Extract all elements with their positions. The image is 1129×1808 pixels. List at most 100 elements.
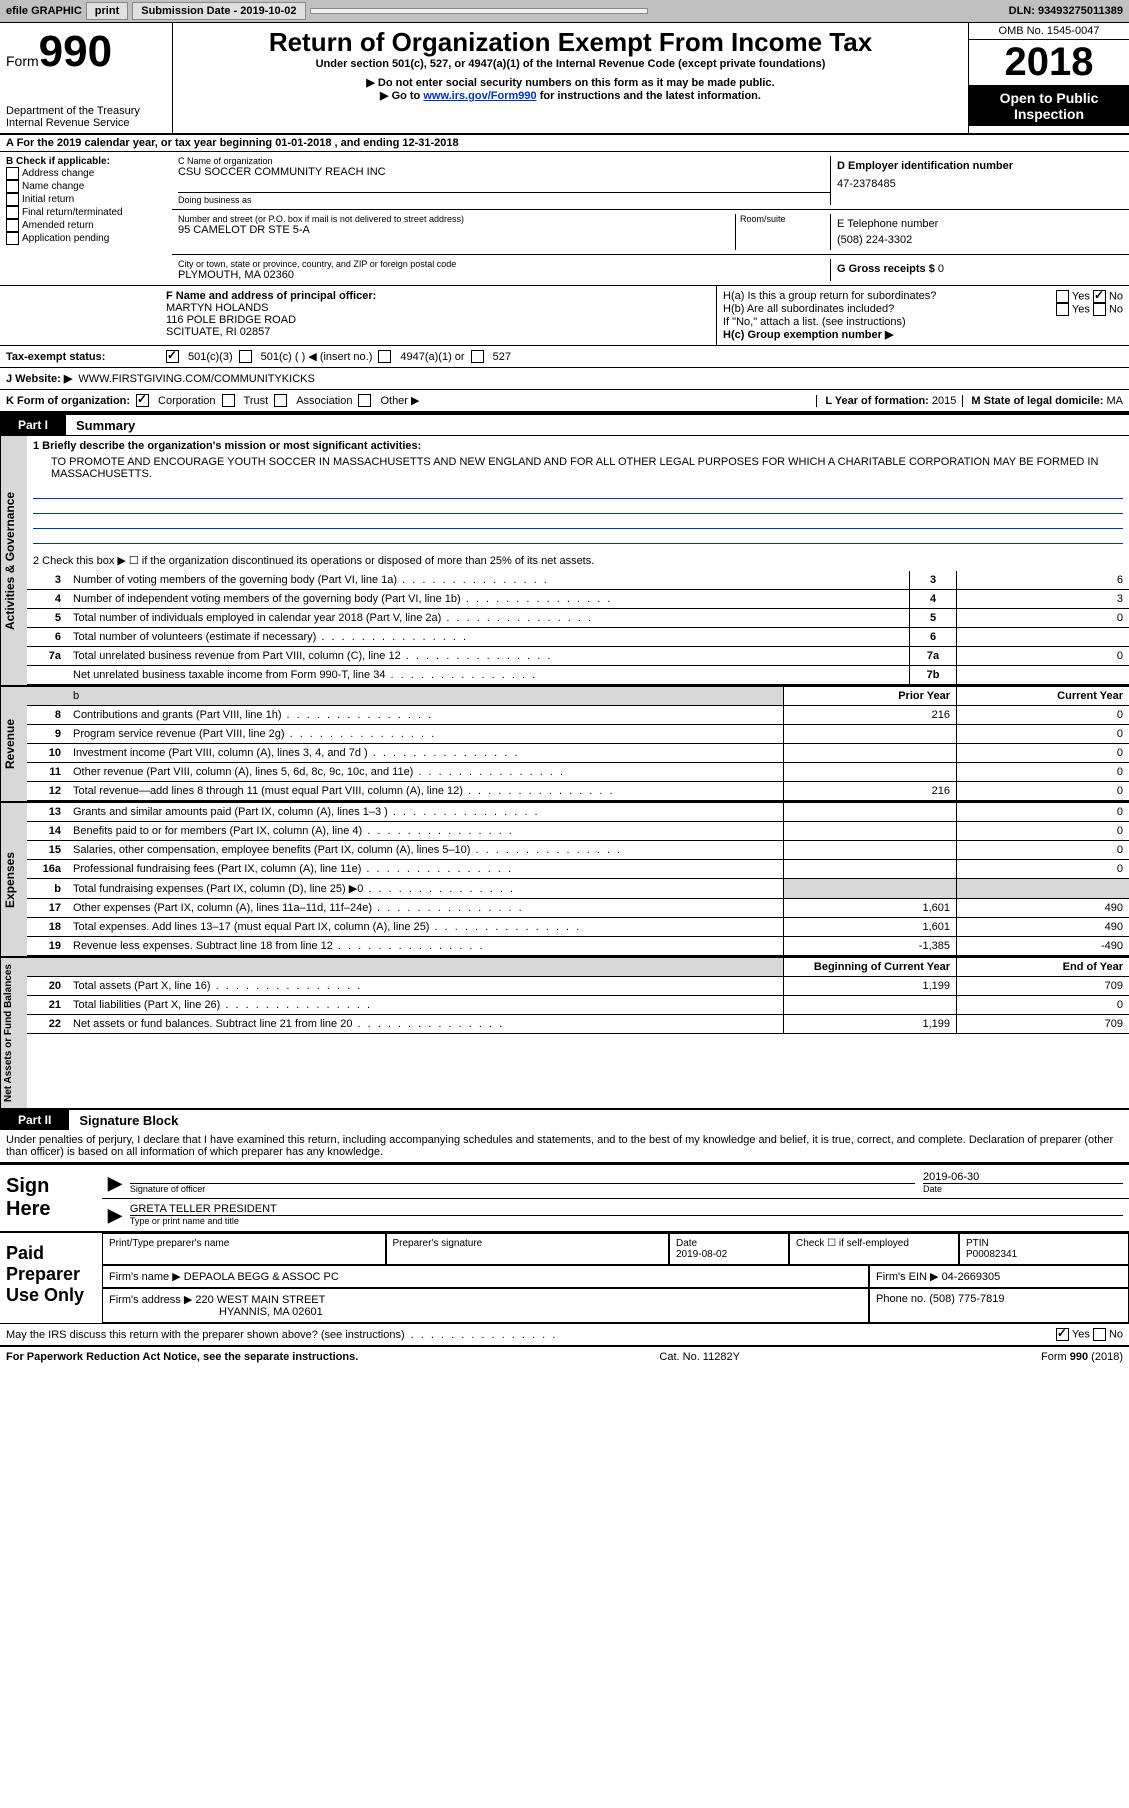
box-f: F Name and address of principal officer:… bbox=[160, 286, 717, 345]
form-number: 990 bbox=[39, 27, 112, 76]
prior-year-value bbox=[784, 744, 957, 763]
line-text: Total revenue—add lines 8 through 11 (mu… bbox=[67, 782, 784, 801]
k-label: K Form of organization: bbox=[6, 395, 130, 407]
prior-year-value: 1,601 bbox=[784, 899, 957, 918]
line-number bbox=[27, 666, 67, 685]
officer-type-label: Type or print name and title bbox=[130, 1216, 1123, 1226]
line-text: Total number of individuals employed in … bbox=[67, 609, 910, 628]
sig-date-label: Date bbox=[923, 1184, 1123, 1194]
website-row: J Website: ▶ WWW.FIRSTGIVING.COM/COMMUNI… bbox=[0, 368, 1129, 390]
box-c-container: C Name of organization CSU SOCCER COMMUN… bbox=[172, 152, 1129, 285]
line-text: Total fundraising expenses (Part IX, col… bbox=[67, 879, 784, 899]
table-row: 13 Grants and similar amounts paid (Part… bbox=[27, 803, 1129, 822]
box-g: G Gross receipts $ 0 bbox=[831, 259, 1123, 281]
chk-corp[interactable] bbox=[136, 394, 149, 407]
current-year-value: -490 bbox=[957, 937, 1129, 956]
hb-answer: Yes No bbox=[1056, 303, 1123, 316]
sign-here-label: Sign Here bbox=[0, 1165, 102, 1231]
header-right: OMB No. 1545-0047 2018 Open to Public In… bbox=[968, 23, 1129, 133]
chk-501c[interactable] bbox=[239, 350, 252, 363]
org-name-block: C Name of organization CSU SOCCER COMMUN… bbox=[178, 156, 831, 205]
table-row: 3 Number of voting members of the govern… bbox=[27, 571, 1129, 590]
prior-year-value: 1,601 bbox=[784, 918, 957, 937]
box-b: B Check if applicable: Address change Na… bbox=[0, 152, 172, 285]
table-row: 10 Investment income (Part VIII, column … bbox=[27, 744, 1129, 763]
chk-501c3[interactable] bbox=[166, 350, 179, 363]
box-e: E Telephone number (508) 224-3302 bbox=[831, 214, 1123, 250]
chk-address-change[interactable]: Address change bbox=[6, 167, 166, 180]
phone-value: (508) 224-3302 bbox=[837, 234, 1117, 246]
hb-note: If "No," attach a list. (see instruction… bbox=[723, 316, 1123, 328]
chk-discuss-no[interactable] bbox=[1093, 1328, 1106, 1341]
mission-text: TO PROMOTE AND ENCOURAGE YOUTH SOCCER IN… bbox=[27, 456, 1129, 484]
line-number: 5 bbox=[27, 609, 67, 628]
chk-527[interactable] bbox=[471, 350, 484, 363]
omb-number: OMB No. 1545-0047 bbox=[969, 23, 1129, 40]
chk-discuss-yes[interactable] bbox=[1056, 1328, 1069, 1341]
officer-name-row: ▶ GRETA TELLER PRESIDENT Type or print n… bbox=[102, 1199, 1129, 1230]
current-year-value: 0 bbox=[957, 822, 1129, 841]
line-text: Total expenses. Add lines 13–17 (must eq… bbox=[67, 918, 784, 937]
chk-4947[interactable] bbox=[378, 350, 391, 363]
header-mid: Return of Organization Exempt From Incom… bbox=[173, 23, 968, 133]
instructions-link[interactable]: www.irs.gov/Form990 bbox=[423, 90, 536, 102]
discuss-text: May the IRS discuss this return with the… bbox=[6, 1329, 405, 1341]
sig-officer-label: Signature of officer bbox=[130, 1184, 915, 1194]
top-toolbar: efile GRAPHIC print Submission Date - 20… bbox=[0, 0, 1129, 23]
line-box: 5 bbox=[910, 609, 957, 628]
chk-assoc[interactable] bbox=[274, 394, 287, 407]
chk-other[interactable] bbox=[358, 394, 371, 407]
line-text: Total liabilities (Part X, line 26) bbox=[67, 996, 784, 1015]
current-year-value: 709 bbox=[957, 1015, 1129, 1034]
jurat-text: Under penalties of perjury, I declare th… bbox=[0, 1130, 1129, 1163]
line-value: 0 bbox=[957, 609, 1129, 628]
chk-final-return[interactable]: Final return/terminated bbox=[6, 206, 166, 219]
end-year-header: End of Year bbox=[957, 958, 1129, 977]
table-row: 20 Total assets (Part X, line 16) 1,199 … bbox=[27, 977, 1129, 996]
footer-row: For Paperwork Reduction Act Notice, see … bbox=[0, 1346, 1129, 1367]
firm-name: DEPAOLA BEGG & ASSOC PC bbox=[184, 1271, 339, 1283]
prior-year-value bbox=[784, 879, 957, 899]
table-row: 14 Benefits paid to or for members (Part… bbox=[27, 822, 1129, 841]
chk-name-change[interactable]: Name change bbox=[6, 180, 166, 193]
form-id: Form990 bbox=[6, 27, 166, 77]
hc-label: H(c) Group exemption number ▶ bbox=[723, 328, 1123, 341]
netassets-vert-label: Net Assets or Fund Balances bbox=[0, 958, 27, 1108]
line-number: 12 bbox=[27, 782, 67, 801]
firm-name-row: Firm's name ▶ DEPAOLA BEGG & ASSOC PC Fi… bbox=[102, 1265, 1129, 1288]
paid-preparer-block: Paid Preparer Use Only Print/Type prepar… bbox=[0, 1231, 1129, 1323]
city-row: City or town, state or province, country… bbox=[172, 255, 1129, 285]
prior-year-value bbox=[784, 841, 957, 860]
paid-preparer-content: Print/Type preparer's name Preparer's si… bbox=[102, 1233, 1129, 1323]
expenses-content: 13 Grants and similar amounts paid (Part… bbox=[27, 803, 1129, 956]
chk-application-pending[interactable]: Application pending bbox=[6, 232, 166, 245]
line-text: Total unrelated business revenue from Pa… bbox=[67, 647, 910, 666]
table-row: 17 Other expenses (Part IX, column (A), … bbox=[27, 899, 1129, 918]
sign-here-block: Sign Here ▶ Signature of officer 2019-06… bbox=[0, 1163, 1129, 1231]
netassets-table: 20 Total assets (Part X, line 16) 1,199 … bbox=[27, 977, 1129, 1034]
line-2: 2 Check this box ▶ ☐ if the organization… bbox=[27, 550, 1129, 571]
line-number: 21 bbox=[27, 996, 67, 1015]
part-2-tab: Part II bbox=[0, 1110, 69, 1130]
chk-initial-return[interactable]: Initial return bbox=[6, 193, 166, 206]
chk-amended-return[interactable]: Amended return bbox=[6, 219, 166, 232]
line-number: 15 bbox=[27, 841, 67, 860]
note-2-post: for instructions and the latest informat… bbox=[537, 90, 761, 102]
preparer-grid: Print/Type preparer's name Preparer's si… bbox=[102, 1233, 1129, 1265]
table-row: 4 Number of independent voting members o… bbox=[27, 590, 1129, 609]
tax-status-row: Tax-exempt status: 501(c)(3) 501(c) ( ) … bbox=[0, 346, 1129, 368]
table-row: Net unrelated business taxable income fr… bbox=[27, 666, 1129, 685]
spacer-field bbox=[310, 8, 648, 14]
line-text: Salaries, other compensation, employee b… bbox=[67, 841, 784, 860]
table-row: 8 Contributions and grants (Part VIII, l… bbox=[27, 706, 1129, 725]
revenue-section: Revenue b Prior Year Current Year 8 Cont… bbox=[0, 685, 1129, 801]
part-2-title: Signature Block bbox=[69, 1113, 178, 1128]
discuss-row: May the IRS discuss this return with the… bbox=[0, 1323, 1129, 1346]
city-label: City or town, state or province, country… bbox=[178, 259, 830, 269]
line-number: 6 bbox=[27, 628, 67, 647]
table-row: 9 Program service revenue (Part VIII, li… bbox=[27, 725, 1129, 744]
chk-trust[interactable] bbox=[222, 394, 235, 407]
print-button[interactable]: print bbox=[86, 2, 128, 20]
prep-name-label: Print/Type preparer's name bbox=[102, 1233, 386, 1265]
line-text: Net assets or fund balances. Subtract li… bbox=[67, 1015, 784, 1034]
